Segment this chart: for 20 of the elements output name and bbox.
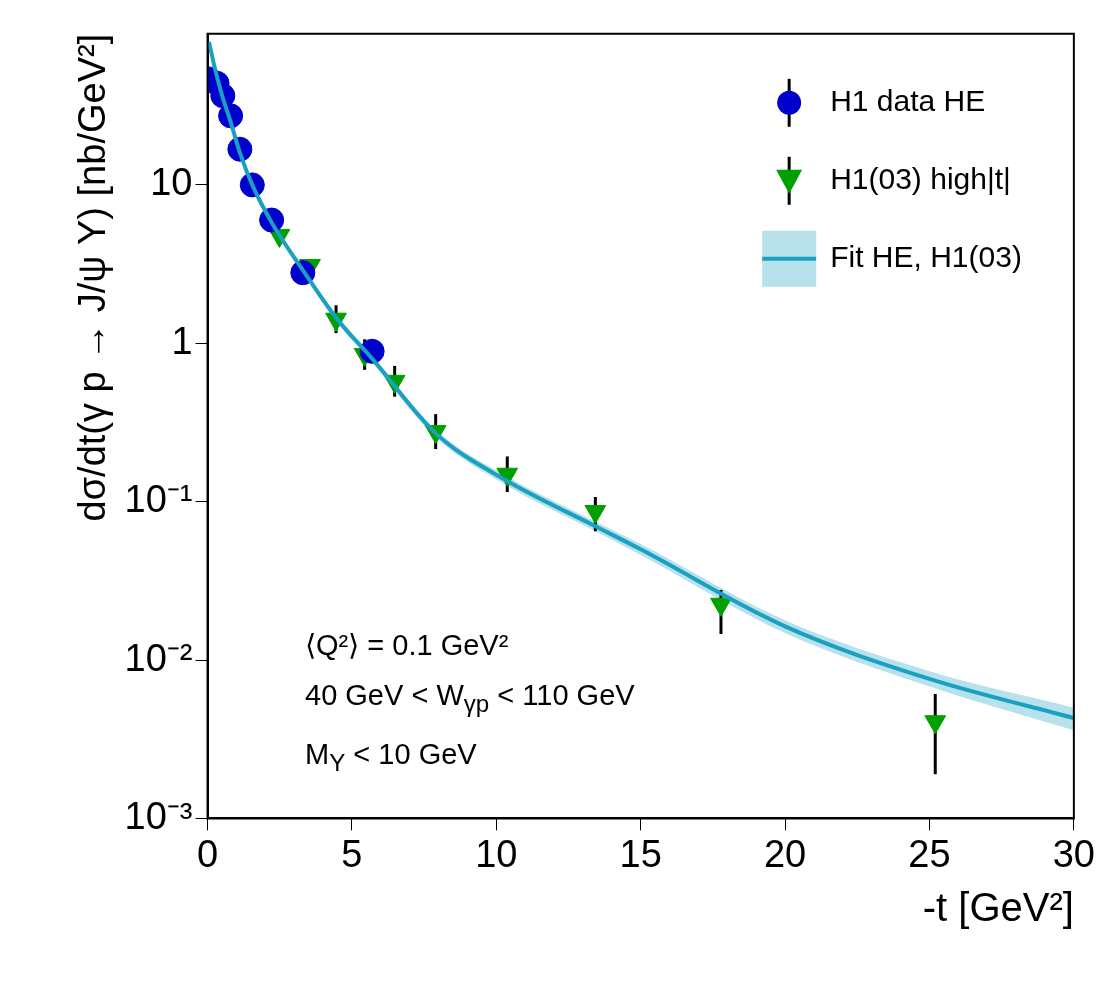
legend-label: H1(03) high|t|	[830, 162, 1011, 196]
x-tick-label: 30	[1052, 832, 1096, 875]
x-axis-title: -t [GeV²]	[922, 885, 1074, 930]
y-tick-label: 10⁻¹	[124, 478, 193, 521]
legend-label: H1 data HE	[830, 84, 986, 118]
annotation: ⟨Q²⟩ = 0.1 GeV²	[305, 628, 510, 663]
x-tick-label: 0	[196, 832, 219, 875]
x-tick-label: 5	[341, 832, 363, 875]
y-tick-label: 10⁻³	[124, 794, 193, 837]
x-tick-label: 15	[619, 832, 662, 875]
x-tick-label: 10	[475, 832, 518, 875]
annotation: M$_{Y}$ < 10 GeV	[305, 736, 478, 778]
annotation: 40 GeV < W$_{γp}$ < 110 GeV	[305, 678, 635, 719]
x-tick-label: 20	[763, 832, 807, 875]
y-tick-label: 1	[171, 319, 193, 362]
y-tick-label: 10	[150, 161, 193, 204]
legend-label: Fit HE, H1(03)	[830, 240, 1022, 274]
x-tick-label: 25	[908, 832, 951, 875]
y-axis-title: dσ/dt(γ p → J/ψ Y) [nb/GeV²]	[71, 33, 114, 522]
y-tick-label: 10⁻²	[124, 636, 193, 679]
